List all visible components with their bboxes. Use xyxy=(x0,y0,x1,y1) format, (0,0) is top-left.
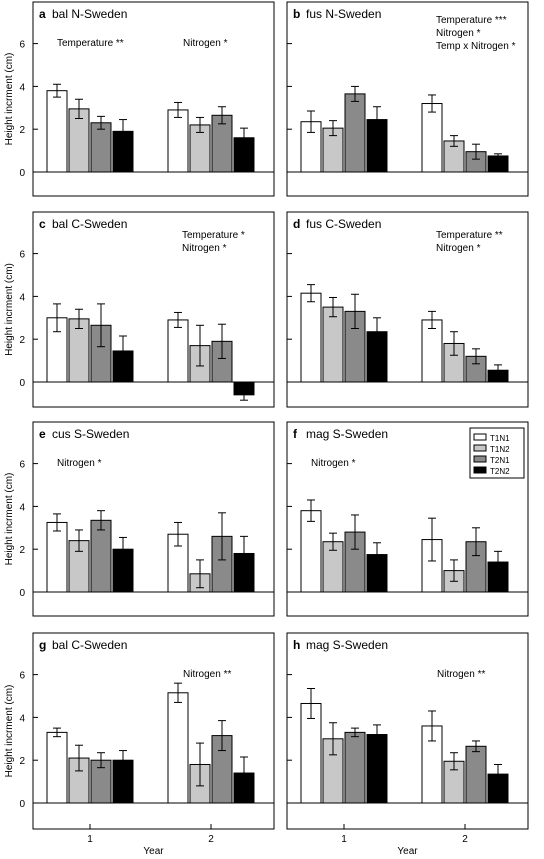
panel-letter: d xyxy=(293,217,300,231)
panel-title: fus C-Sweden xyxy=(306,217,381,231)
panel-letter: h xyxy=(293,638,300,652)
y-tick-label: 6 xyxy=(19,671,25,682)
x-tick-label: 2 xyxy=(208,834,214,845)
y-tick-label: 6 xyxy=(19,250,25,261)
panel-c: 0 2 4 6 Height incrment (cm) c bal C-Sweden Tem… xyxy=(4,211,275,408)
annotation: Temperature ** xyxy=(57,38,124,49)
y-axis-label: Height incrment (cm) xyxy=(4,263,15,356)
panel-frame xyxy=(32,211,275,408)
legend-entry: T2N2 xyxy=(490,467,510,476)
y-tick-label: 2 xyxy=(19,756,25,767)
panel-frame xyxy=(286,632,529,830)
panel-title: mag S-Sweden xyxy=(306,427,388,441)
bar-t2n1 xyxy=(90,519,112,593)
y-axis-label: Height incrment (cm) xyxy=(4,53,15,146)
y-tick-label: 2 xyxy=(19,335,25,346)
panel-e: 0 2 4 6 Height incrment (cm) e cus S-Sweden Nit… xyxy=(4,421,275,617)
y-tick-label: 4 xyxy=(19,82,25,93)
bar-t1n1 xyxy=(46,90,68,173)
panel-d: d fus C-Sweden Temperature ** Nitrogen * xyxy=(286,211,529,408)
panel-h: h mag S-Sweden Nitrogen ** 1 2 Year xyxy=(286,632,529,857)
y-axis-label: Height incrment (cm) xyxy=(4,685,15,778)
y-tick-label: 2 xyxy=(19,125,25,136)
bar-t2n2 xyxy=(366,734,388,804)
y-tick-label: 0 xyxy=(19,378,25,389)
annotation: Temp x Nitrogen * xyxy=(436,41,516,52)
bar-t1n1 xyxy=(421,103,443,173)
legend-swatch xyxy=(473,466,487,474)
annotation: Nitrogen * xyxy=(436,28,481,39)
annotation: Nitrogen ** xyxy=(183,669,231,680)
x-tick-label: 1 xyxy=(87,834,93,845)
annotation: Nitrogen * xyxy=(436,243,481,254)
panel-letter: f xyxy=(293,427,298,441)
legend-swatch xyxy=(473,455,487,463)
annotation: Nitrogen * xyxy=(57,458,102,469)
panel-letter: b xyxy=(293,7,300,21)
panel-title: bal C-Sweden xyxy=(52,217,127,231)
panel-title: bal N-Sweden xyxy=(52,7,127,21)
annotation: Nitrogen * xyxy=(311,458,356,469)
annotation: Nitrogen ** xyxy=(437,669,485,680)
y-tick-label: 0 xyxy=(19,168,25,179)
x-tick-label: 1 xyxy=(341,834,347,845)
panel-g: 0 2 4 6 Height incrment (cm) g bal C-Sweden Nit… xyxy=(4,632,275,857)
y-tick-label: 4 xyxy=(19,713,25,724)
panel-title: bal C-Sweden xyxy=(52,638,127,652)
legend-entry: T1N2 xyxy=(490,445,510,454)
y-tick-label: 6 xyxy=(19,460,25,471)
bar-t1n1 xyxy=(167,692,189,804)
panel-f: f mag S-Sweden Nitrogen * T1N1 T1N2 T2N1 T2N2 xyxy=(286,421,529,617)
panel-frame xyxy=(286,1,529,197)
panel-frame xyxy=(32,421,275,617)
legend-entry: T1N1 xyxy=(490,434,510,443)
legend-entry: T2N1 xyxy=(490,456,510,465)
x-axis-label: Year xyxy=(397,846,418,857)
bar-t1n1 xyxy=(46,731,68,804)
panel-b: b fus N-Sweden Temperature *** Nitrogen * Te… xyxy=(286,1,529,197)
panel-letter: a xyxy=(39,7,46,21)
panel-frame xyxy=(32,632,275,830)
panel-letter: c xyxy=(39,217,46,231)
bar-t2n1 xyxy=(344,731,366,804)
annotation: Temperature ** xyxy=(436,230,503,241)
panel-a: 0 2 4 6 Height incrment (cm) a bal N-Sweden Tem… xyxy=(4,1,275,197)
bar-t1n2 xyxy=(322,306,344,383)
y-tick-label: 0 xyxy=(19,588,25,599)
panel-title: cus S-Sweden xyxy=(52,427,129,441)
bar-t1n1 xyxy=(167,109,189,173)
panel-frame xyxy=(32,1,275,197)
legend-swatch xyxy=(473,444,487,452)
bar-t1n1 xyxy=(167,319,189,383)
panel-title: mag S-Sweden xyxy=(306,638,388,652)
bar-t2n1 xyxy=(90,122,112,173)
panel-title: fus N-Sweden xyxy=(306,7,381,21)
y-tick-label: 4 xyxy=(19,502,25,513)
y-tick-label: 6 xyxy=(19,40,25,51)
panel-letter: g xyxy=(39,638,46,652)
y-tick-label: 0 xyxy=(19,799,25,810)
panel-frame xyxy=(286,211,529,408)
annotation: Nitrogen * xyxy=(183,38,228,49)
annotation: Temperature * xyxy=(182,230,245,241)
annotation: Nitrogen * xyxy=(182,243,227,254)
legend-swatch xyxy=(473,433,487,441)
y-tick-label: 2 xyxy=(19,545,25,556)
bar-t2n1 xyxy=(465,745,487,804)
x-tick-label: 2 xyxy=(462,834,468,845)
bar-t1n1 xyxy=(300,510,322,593)
bar-t1n1 xyxy=(46,521,68,593)
bar-t1n1 xyxy=(421,319,443,383)
y-axis-label: Height incrment (cm) xyxy=(4,473,15,566)
annotation: Temperature *** xyxy=(436,15,507,26)
bar-t1n1 xyxy=(300,292,322,383)
panel-letter: e xyxy=(39,427,46,441)
bar-t2n1 xyxy=(344,93,366,173)
x-axis-label: Year xyxy=(143,846,164,857)
y-tick-label: 4 xyxy=(19,292,25,303)
panel-frame xyxy=(286,421,529,617)
